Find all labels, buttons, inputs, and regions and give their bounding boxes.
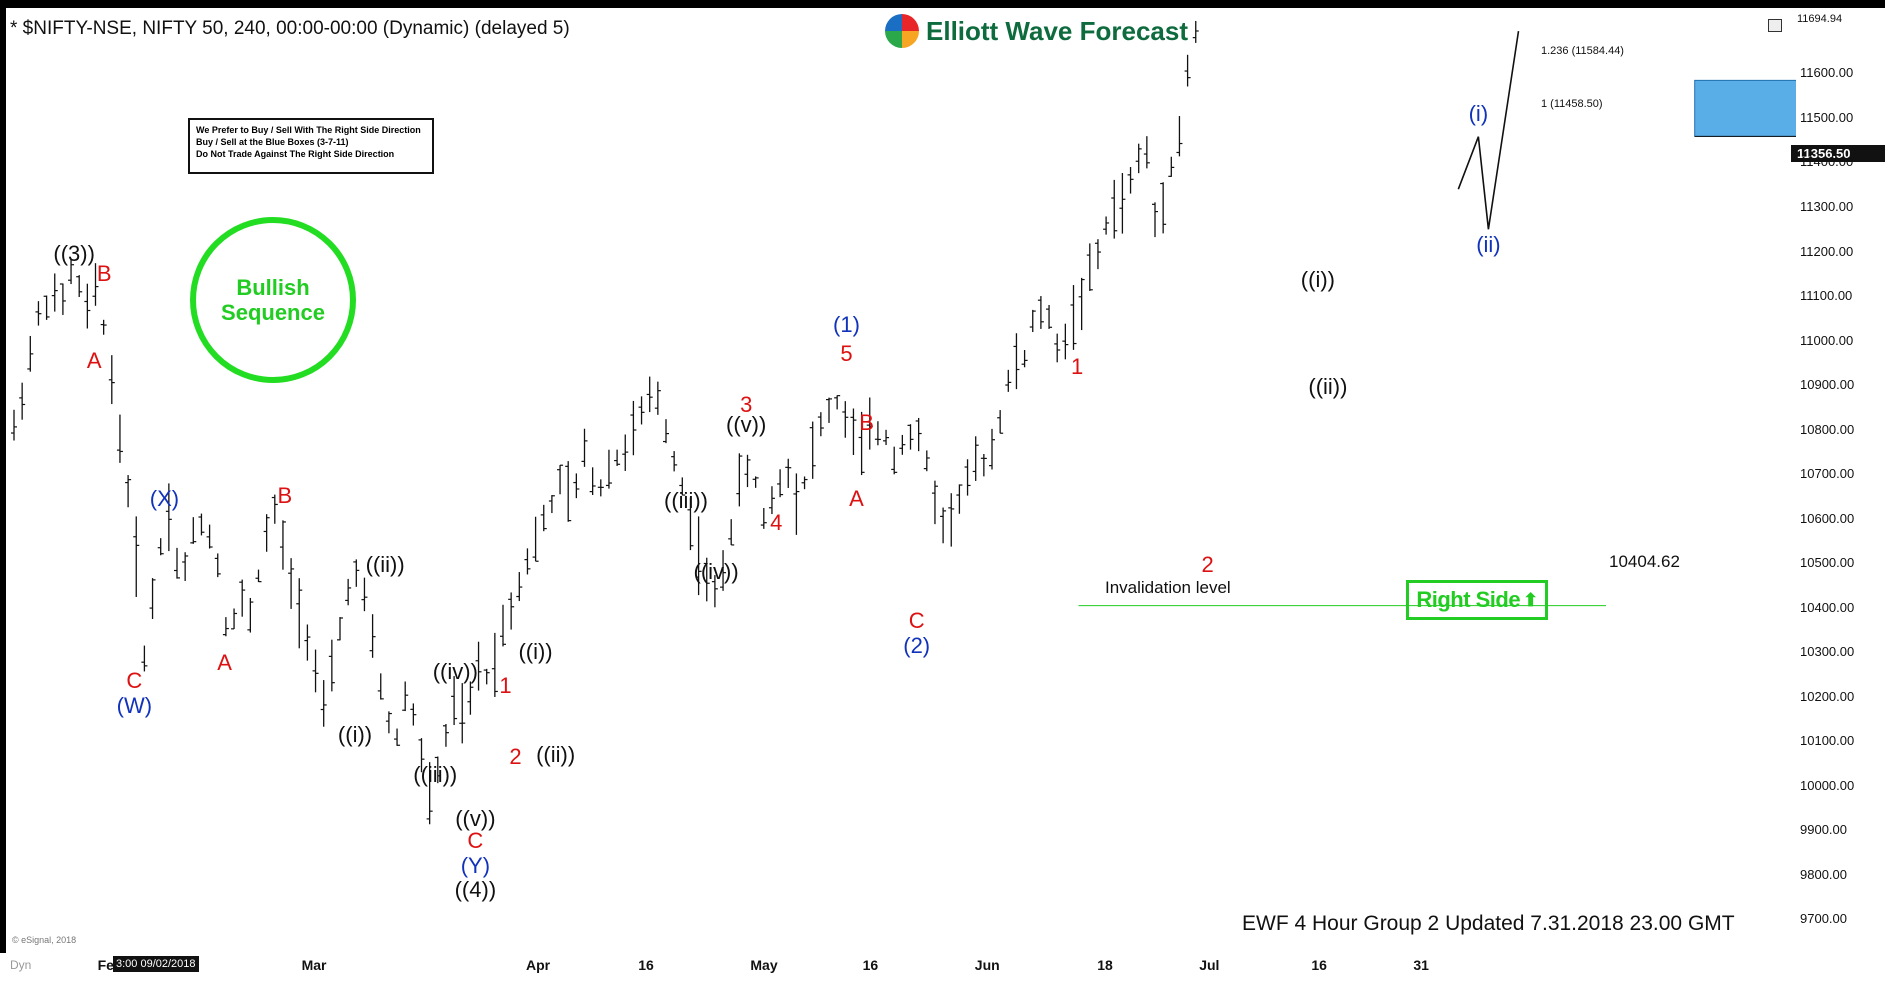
y-tick-label: 10900.00: [1800, 377, 1855, 393]
rule-line-3: Do Not Trade Against The Right Side Dire…: [196, 149, 395, 159]
y-tick-label: 10700.00: [1800, 466, 1855, 482]
window-restore-icon[interactable]: [1768, 19, 1782, 32]
x-tick-label: Mar: [301, 957, 327, 973]
wave-label: ((ii)): [365, 552, 405, 578]
bullish-label: Bullish: [236, 275, 310, 300]
x-tick-label: Jul: [1199, 957, 1220, 973]
fib-1-label: 1 (11458.50): [1541, 98, 1603, 110]
wave-label: 1: [1071, 354, 1084, 380]
trading-rules-box: We Prefer to Buy / Sell With The Right S…: [188, 118, 434, 174]
wave-label: (1): [833, 311, 860, 337]
wave-label: B: [96, 260, 112, 286]
wave-label: A: [217, 650, 232, 676]
data-credit: © eSignal, 2018: [12, 935, 77, 945]
blue-target-box: [1694, 79, 1796, 137]
invalidation-label: Invalidation level: [1105, 578, 1231, 597]
sequence-label: Sequence: [221, 300, 325, 325]
wave-label: 2: [509, 743, 522, 769]
right-side-label: Right Side: [1416, 587, 1521, 612]
wave-label: ((iv)): [432, 659, 478, 685]
wave-label: 2: [1201, 552, 1214, 578]
invalidation-value: 10404.62: [1609, 552, 1680, 571]
wave-label: ((ii)): [536, 741, 576, 767]
y-tick-label: 10000.00: [1800, 777, 1855, 793]
wave-label: B: [277, 483, 293, 509]
wave-label: C: [126, 668, 143, 694]
wave-label: ((iii)): [664, 487, 708, 513]
wave-label: A: [86, 347, 102, 373]
cursor-date-box: 3:00 09/02/2018: [113, 956, 199, 972]
wave-label: ((3)): [53, 240, 95, 266]
y-tick-label: 11100.00: [1800, 288, 1853, 304]
x-tick-label: 18: [1097, 957, 1113, 973]
wave-label: ((v)): [726, 412, 767, 438]
price-chart: [11, 20, 1796, 825]
wave-label: B: [859, 409, 874, 435]
wave-label: (i): [1468, 100, 1489, 126]
wave-label: C: [908, 608, 925, 634]
y-tick-label: 9800.00: [1800, 866, 1847, 882]
brand-name: Elliott Wave Forecast: [926, 16, 1188, 46]
wave-label: C: [467, 828, 484, 854]
wave-label: (X): [149, 485, 180, 511]
last-price-tag: 11356.50: [1791, 145, 1885, 162]
wave-label: ((i)): [337, 721, 373, 747]
y-tick-label: 9900.00: [1800, 822, 1847, 838]
wave-label: ((v)): [455, 806, 496, 832]
y-tick-label: 11600.00: [1800, 65, 1854, 81]
projection-path: [1457, 31, 1520, 230]
y-tick-label: 10500.00: [1800, 555, 1855, 571]
x-tick-label: 31: [1413, 957, 1429, 973]
time-axis: [0, 953, 1796, 981]
bullish-sequence-badge: Bullish Sequence: [190, 217, 356, 383]
rule-line-2: Buy / Sell at the Blue Boxes (3-7-11): [196, 137, 349, 147]
x-tick-label: May: [750, 957, 778, 973]
top-price-label: 11694.94: [1797, 13, 1843, 25]
y-tick-label: 10600.00: [1800, 510, 1855, 526]
brand-logo-icon: [885, 14, 919, 48]
y-tick-label: 10100.00: [1800, 733, 1855, 749]
y-tick-label: 10200.00: [1800, 688, 1855, 704]
y-tick-label: 11400.00: [1800, 154, 1854, 170]
wave-label: ((i)): [1300, 267, 1335, 293]
wave-label: ((4)): [454, 877, 497, 903]
wave-label: ((ii)): [1308, 374, 1348, 400]
y-tick-label: 10800.00: [1800, 421, 1855, 437]
y-tick-label: 11200.00: [1800, 243, 1854, 259]
x-tick-label: Apr: [526, 957, 551, 973]
y-tick-label: 9700.00: [1800, 911, 1847, 927]
update-footer: EWF 4 Hour Group 2 Updated 7.31.2018 23.…: [1242, 912, 1735, 935]
dyn-label: Dyn: [10, 958, 32, 972]
symbol-title: * $NIFTY-NSE, NIFTY 50, 240, 00:00-00:00…: [10, 18, 570, 39]
x-tick-label: 16: [862, 957, 879, 973]
wave-label: 5: [840, 340, 853, 366]
x-tick-label: 16: [1311, 957, 1327, 973]
price-axis: [1796, 8, 1885, 981]
y-tick-label: 11000.00: [1800, 332, 1854, 348]
right-side-badge: Right Side ⬆: [1406, 580, 1548, 620]
y-tick-label: 11300.00: [1800, 199, 1854, 214]
y-tick-label: 10300.00: [1800, 644, 1855, 660]
y-tick-label: 10400.00: [1800, 599, 1855, 615]
wave-label: 3: [740, 392, 753, 418]
wave-label: 4: [770, 510, 783, 536]
wave-label: ((iv)): [693, 559, 739, 585]
wave-label: (ii): [1476, 231, 1501, 257]
wave-label: (Y): [460, 852, 491, 878]
wave-label: (2): [903, 632, 931, 658]
wave-label: (W): [116, 692, 153, 718]
rule-line-1: We Prefer to Buy / Sell With The Right S…: [196, 125, 421, 135]
wave-label: 1: [499, 672, 512, 698]
wave-label: ((i)): [518, 639, 553, 665]
up-arrow-icon: ⬆: [1523, 589, 1538, 610]
x-tick-label: 16: [638, 957, 654, 973]
x-tick-label: Jun: [974, 957, 1000, 973]
fib-1236-label: 1.236 (11584.44): [1541, 45, 1624, 57]
y-tick-label: 11500.00: [1800, 109, 1854, 125]
wave-label: ((iii)): [413, 761, 458, 787]
wave-label: A: [849, 485, 864, 511]
